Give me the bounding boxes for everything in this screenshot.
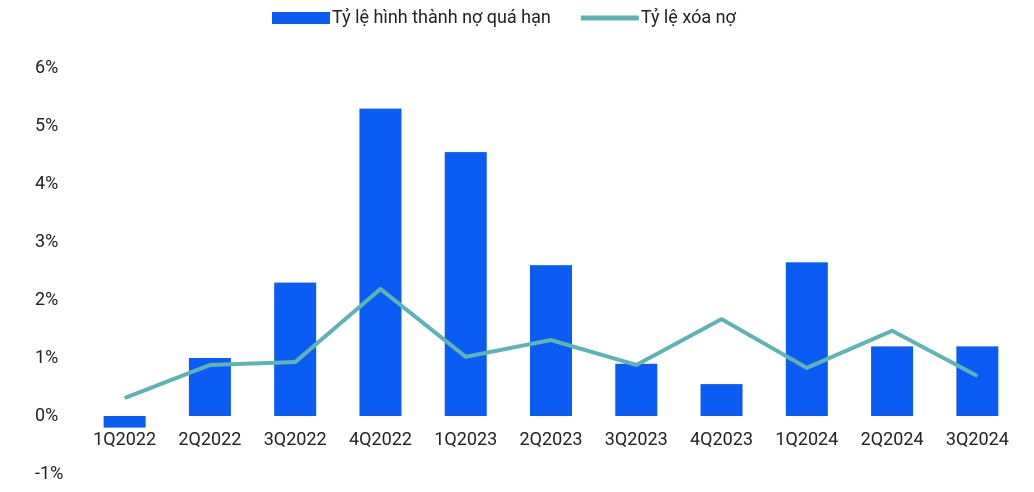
bar (700, 384, 743, 416)
bar (785, 262, 828, 416)
line (123, 286, 979, 400)
x-tick-label: 1Q2024 (775, 429, 838, 450)
y-tick-label: 4% (35, 173, 58, 194)
y-tick-label: 6% (35, 57, 58, 78)
x-tick-label: 2Q2024 (861, 429, 924, 450)
bar (359, 108, 402, 416)
y-tick-label: 2% (35, 289, 58, 310)
legend-swatch (272, 12, 330, 24)
y-tick-label: 5% (35, 115, 58, 136)
y-tick-label: 1% (35, 347, 58, 368)
bar (103, 416, 146, 428)
bar (444, 152, 487, 416)
bar (871, 346, 914, 416)
x-tick-label: 1Q2022 (93, 429, 156, 450)
legend-label: Tỷ lệ xóa nợ (641, 7, 737, 28)
x-tick-label: 1Q2023 (434, 429, 497, 450)
x-tick-label: 4Q2023 (690, 429, 753, 450)
y-tick-label: -1% (35, 463, 63, 484)
bar (615, 363, 658, 416)
x-tick-label: 2Q2022 (178, 429, 241, 450)
y-tick-label: 3% (35, 231, 58, 252)
y-tick-label: 0% (35, 405, 58, 426)
legend-label: Tỷ lệ hình thành nợ quá hạn (332, 7, 551, 28)
x-tick-label: 3Q2024 (946, 429, 1009, 450)
x-tick-label: 2Q2023 (520, 429, 583, 450)
bar (956, 346, 999, 416)
bar (188, 358, 231, 416)
x-tick-label: 4Q2022 (349, 429, 412, 450)
x-tick-label: 3Q2022 (264, 429, 327, 450)
x-tick-label: 3Q2023 (605, 429, 668, 450)
